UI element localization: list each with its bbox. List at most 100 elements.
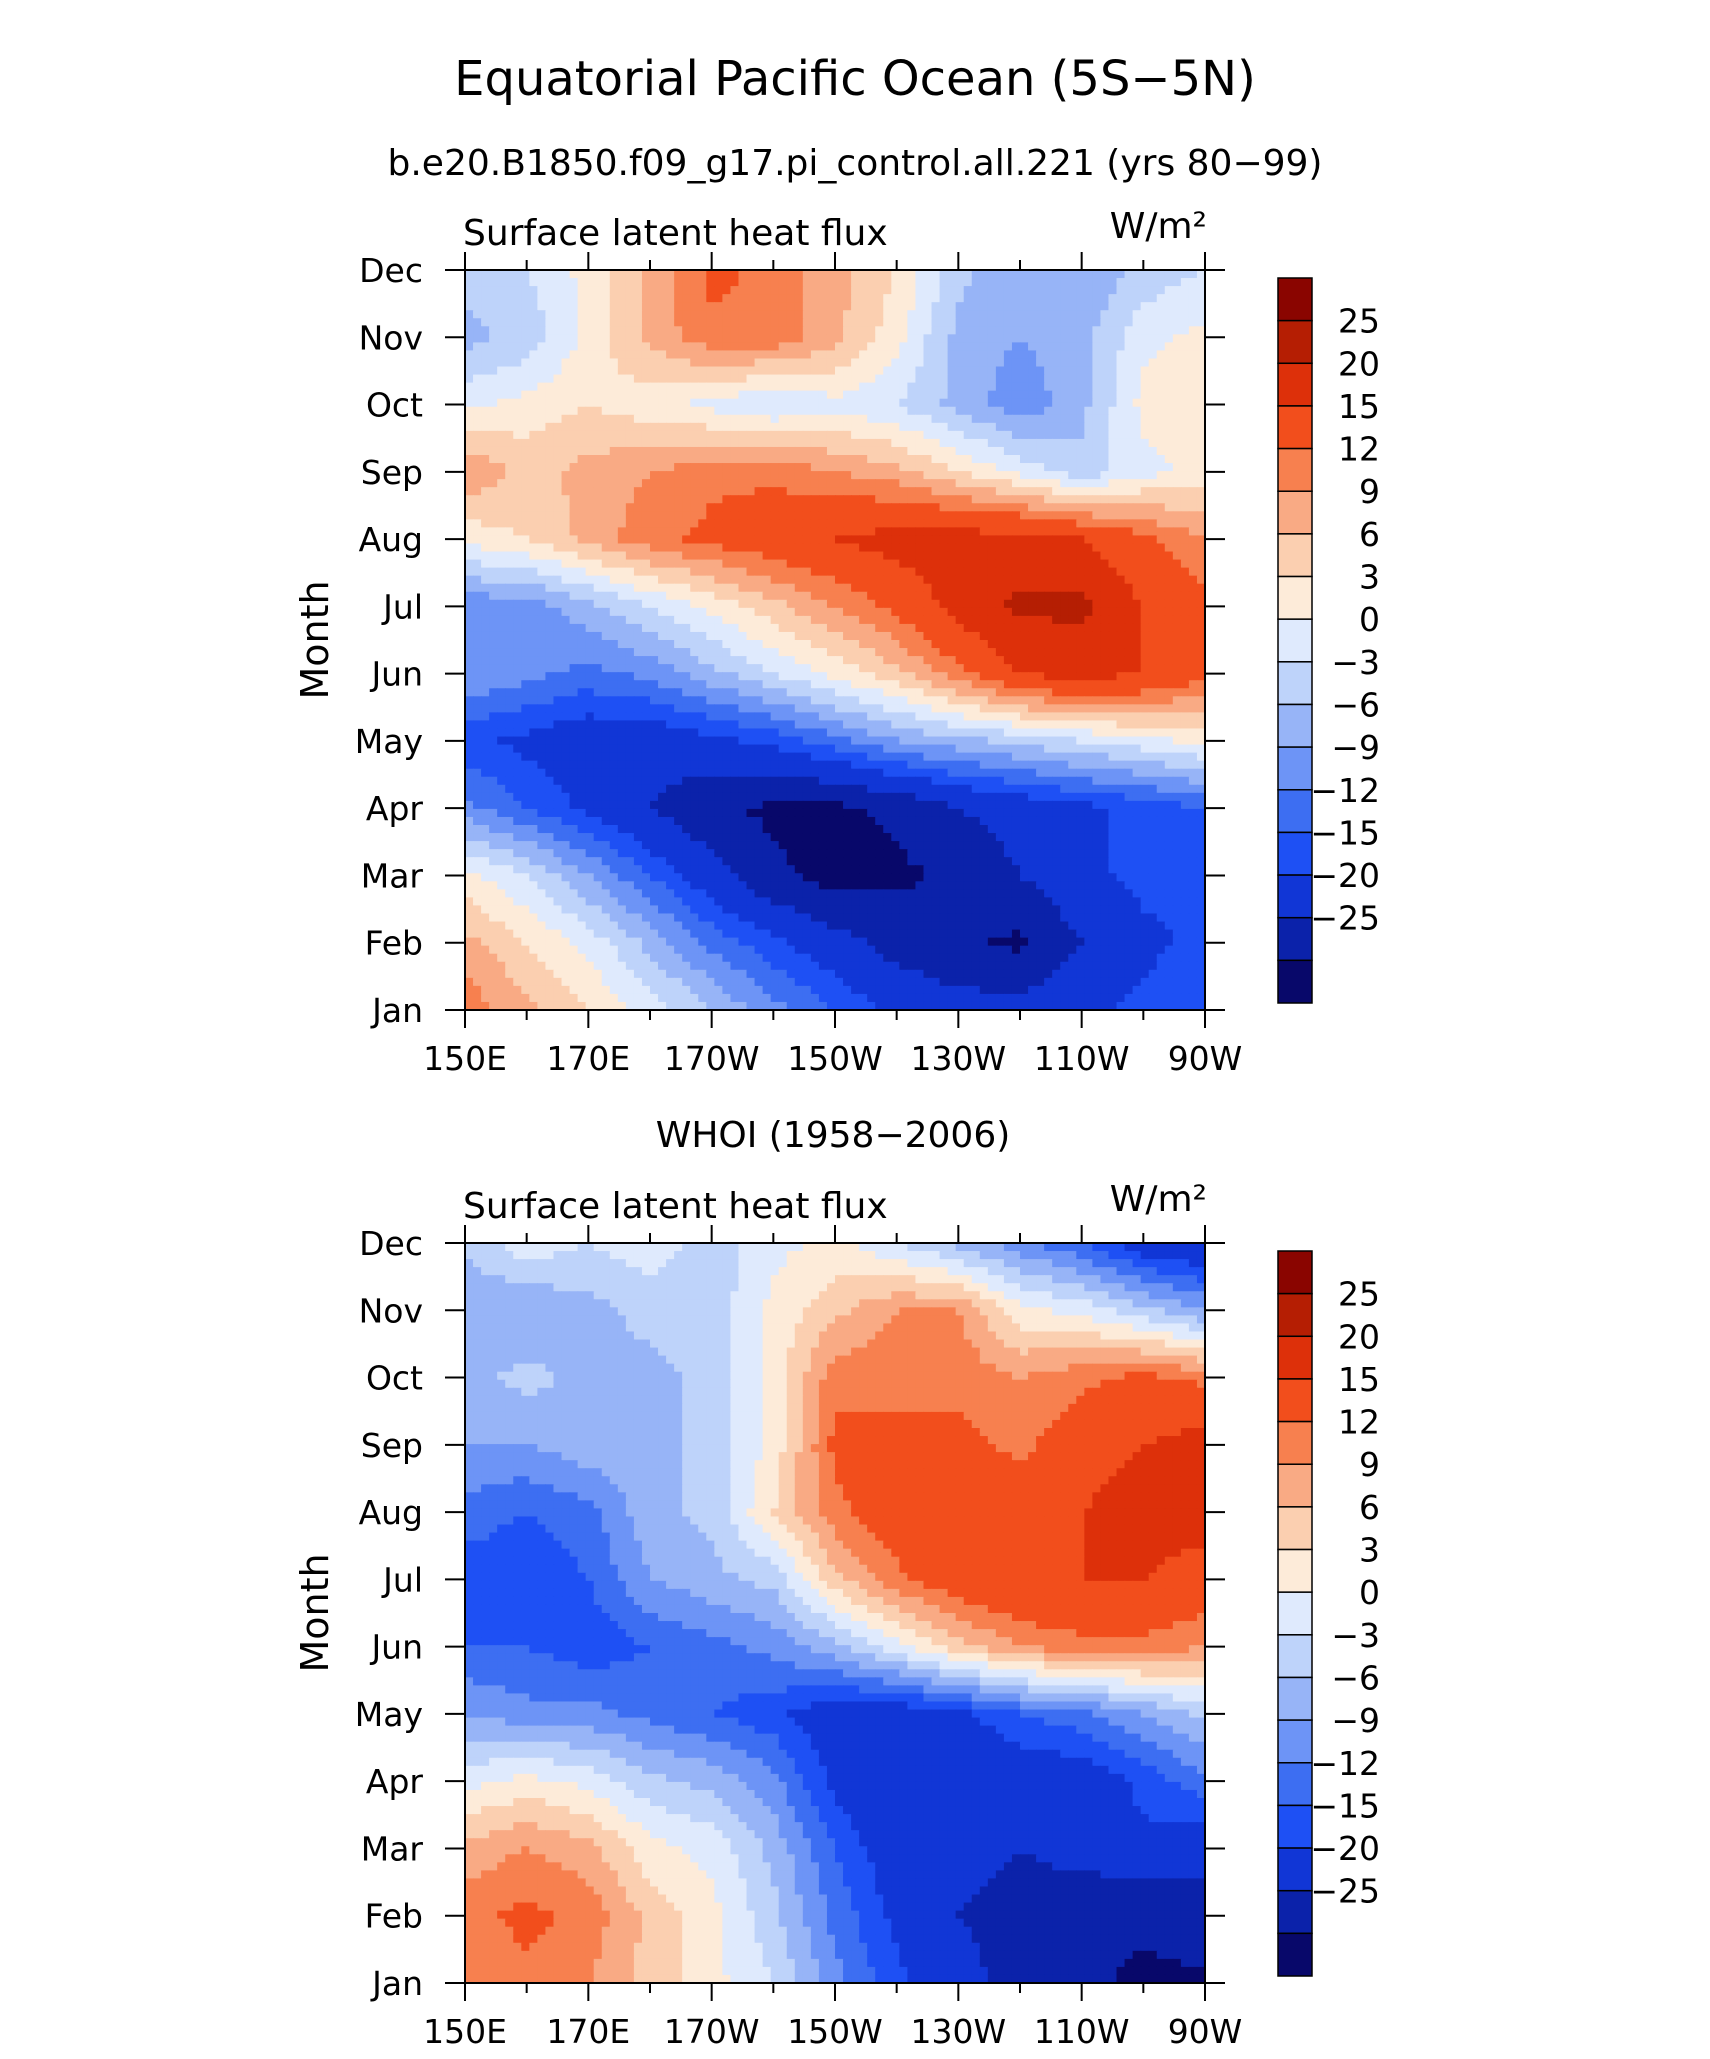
contour-cell [1180,342,1190,352]
contour-cell [706,607,715,617]
contour-cell [1092,559,1102,569]
contour-cell [1092,664,1102,673]
contour-cell [633,446,643,456]
contour-cell [1124,631,1134,641]
contour-cell [955,519,965,528]
contour-cell [1020,406,1029,416]
contour-cell [706,382,715,392]
contour-cell [1092,656,1102,665]
contour-cell [617,559,627,569]
contour-cell [1132,390,1142,400]
contour-cell [666,446,675,456]
contour-cell [899,591,908,601]
contour-cell [1011,479,1021,488]
contour-cell [682,623,691,633]
contour-cell [465,390,474,400]
contour-cell [1092,543,1102,553]
contour-cell [593,446,603,456]
contour-cell [979,607,989,617]
contour-cell [625,430,635,440]
contour-cell [706,567,715,577]
contour-cell [529,495,538,504]
contour-cell [1028,551,1037,561]
contour-cell [706,511,715,520]
contour-cell [489,607,498,617]
contour-cell [1052,382,1061,392]
contour-cell [545,446,555,456]
contour-cell [859,342,868,352]
contour-cell [1036,656,1045,665]
contour-cell [1068,294,1077,303]
contour-cell [931,471,941,480]
contour-cell [633,374,643,384]
contour-cell [939,615,949,625]
contour-cell [1076,567,1085,577]
contour-cell [706,366,715,376]
contour-cell [521,374,530,384]
contour-cell [883,430,892,440]
contour-cell [738,294,748,303]
contour-cell [633,350,643,360]
contour-cell [851,680,860,689]
contour-cell [794,535,804,545]
contour-cell [810,446,820,456]
contour-cell [987,567,997,577]
contour-cell [851,559,860,569]
contour-cell [1108,551,1118,561]
contour-cell [786,294,796,303]
contour-cell [481,664,490,673]
contour-cell [1156,446,1166,456]
contour-cell [1108,358,1118,368]
contour-cell [891,664,900,673]
contour-cell [835,278,844,287]
contour-cell [1028,438,1037,448]
contour-cell [666,487,675,496]
contour-cell [907,350,917,360]
contour-cell [1036,511,1045,520]
contour-cell [617,350,627,360]
contour-cell [1116,374,1126,384]
contour-cell [513,326,522,335]
contour-cell [473,350,482,360]
contour-cell [1180,551,1190,561]
contour-cell [1116,270,1126,279]
contour-cell [915,656,925,665]
contour-cell [859,310,868,319]
contour-cell [762,446,772,456]
contour-cell [987,446,997,456]
contour-cell [1156,302,1166,311]
contour-cell [754,406,764,416]
contour-cell [1108,366,1118,376]
contour-cell [883,623,892,633]
contour-cell [891,599,900,609]
contour-cell [802,519,812,528]
contour-cell [1148,527,1158,537]
contour-cell [859,656,868,665]
contour-cell [593,519,603,528]
contour-cell [1084,511,1093,520]
contour-cell [1124,583,1134,593]
contour-cell [802,535,812,545]
contour-cell [810,406,820,416]
contour-cell [1100,487,1110,496]
contour-cell [529,438,538,448]
contour-cell [1172,487,1182,496]
contour-cell [674,656,683,665]
contour-cell [995,503,1005,512]
contour-cell [794,631,804,641]
contour-cell [923,688,933,697]
contour-cell [746,350,756,360]
contour-cell [561,648,571,657]
contour-cell [835,358,844,368]
contour-cell [891,640,900,649]
contour-cell [674,382,683,392]
contour-cell [835,599,844,609]
contour-cell [1020,455,1029,464]
contour-cell [762,414,772,424]
contour-cell [1164,406,1174,416]
contour-cell [1011,270,1021,279]
contour-cell [666,527,675,537]
contour-cell [851,302,860,311]
contour-cell [706,487,715,496]
contour-cell [979,374,989,384]
